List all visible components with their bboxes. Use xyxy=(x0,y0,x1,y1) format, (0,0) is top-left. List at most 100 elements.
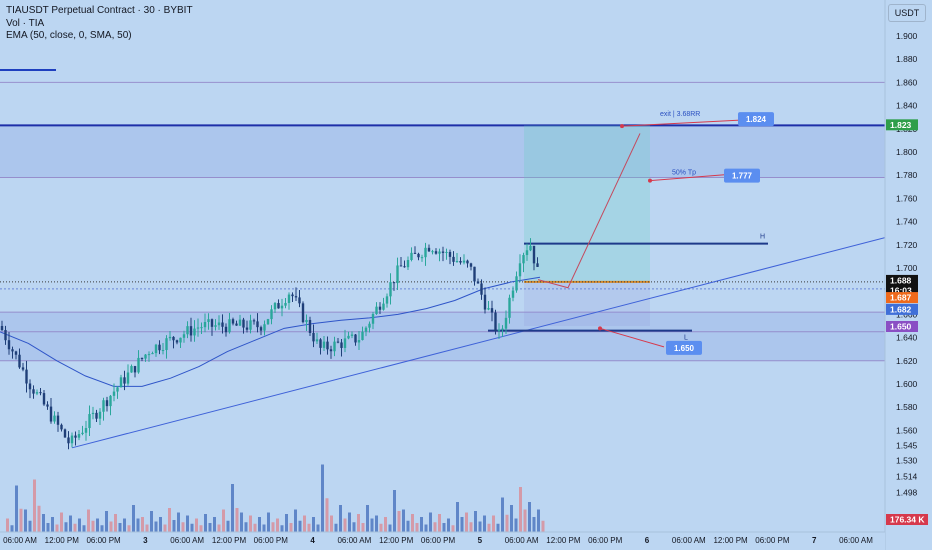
volume-bar xyxy=(285,514,288,532)
candle-body xyxy=(217,322,221,326)
candle-body xyxy=(119,377,123,388)
candle-body xyxy=(336,341,340,343)
price-tick-label: 1.840 xyxy=(896,101,918,111)
volume-bar xyxy=(438,514,441,532)
volume-bar xyxy=(420,517,423,532)
volume-bar xyxy=(267,512,270,532)
volume-bar xyxy=(303,515,306,532)
candle-body xyxy=(315,339,319,342)
candle-body xyxy=(518,263,522,277)
volume-bar xyxy=(312,517,315,532)
volume-bar xyxy=(240,512,243,532)
volume-bar xyxy=(406,520,410,532)
candle-body xyxy=(455,261,459,263)
currency-button[interactable]: USDT xyxy=(888,4,926,22)
candle-body xyxy=(242,319,245,328)
volume-bar xyxy=(541,520,545,532)
candle-body xyxy=(371,314,375,324)
candle-body xyxy=(277,303,280,309)
candle-body xyxy=(305,319,308,323)
volume-bar xyxy=(298,520,302,532)
candle-body xyxy=(532,245,536,264)
volume-bar xyxy=(51,517,54,532)
price-tick-label: 1.545 xyxy=(896,440,918,450)
candle-body xyxy=(256,321,259,328)
axis-price-label xyxy=(886,514,928,525)
price-tick-label: 1.640 xyxy=(896,333,918,343)
candle-body xyxy=(301,303,305,323)
volume-bar xyxy=(325,498,329,532)
ema-indicator-label[interactable]: EMA (50, close, 0, SMA, 50) xyxy=(6,30,132,41)
volume-bar xyxy=(100,525,104,532)
price-tick-label: 1.620 xyxy=(896,356,918,366)
price-tick-label: 1.900 xyxy=(896,31,918,41)
time-tick-label: 06:00 PM xyxy=(254,536,289,545)
volume-bar xyxy=(271,522,275,532)
candle-body xyxy=(95,412,98,419)
candle-body xyxy=(497,329,501,331)
low-annotation-value-text: 1.650 xyxy=(674,344,695,353)
symbol-title[interactable]: TIAUSDT Perpetual Contract · 30 · BYBIT xyxy=(6,5,193,16)
volume-bar xyxy=(172,520,176,532)
time-tick-label: 06:00 AM xyxy=(337,536,371,545)
candle-body xyxy=(98,411,102,419)
volume-bar xyxy=(411,514,414,532)
candle-body xyxy=(46,404,49,407)
price-tick-label: 1.860 xyxy=(896,77,918,87)
candle-body xyxy=(81,432,84,435)
candle-body xyxy=(200,327,203,329)
candle-body xyxy=(417,253,420,258)
volume-bar xyxy=(24,509,27,532)
volume-bar xyxy=(190,523,194,532)
volume-bar xyxy=(82,525,86,532)
price-tick-label: 1.780 xyxy=(896,170,918,180)
plot-background xyxy=(0,0,885,532)
axis-price-label-text: 1.823 xyxy=(890,120,912,130)
time-tick-label: 12:00 PM xyxy=(546,536,581,545)
candle-body xyxy=(193,328,196,336)
time-tick-label: 06:00 PM xyxy=(588,536,623,545)
candle-body xyxy=(25,369,28,384)
volume-bar xyxy=(55,524,59,532)
candle-body xyxy=(228,319,231,333)
candle-body xyxy=(308,319,312,333)
candle-body xyxy=(249,320,252,330)
candle-body xyxy=(368,323,371,328)
price-tick-label: 1.700 xyxy=(896,263,918,273)
volume-bar xyxy=(496,523,500,532)
candle-body xyxy=(252,320,256,322)
candle-body xyxy=(364,327,368,332)
time-tick-label: 06:00 AM xyxy=(672,536,706,545)
candle-body xyxy=(385,296,389,304)
volume-bar xyxy=(397,511,401,532)
axis-price-label-text: 16:03 xyxy=(890,285,912,295)
candle-body xyxy=(529,245,532,251)
candle-body xyxy=(340,342,343,348)
volume-bar xyxy=(15,485,18,532)
candle-body xyxy=(410,252,413,260)
volume-bar xyxy=(384,517,387,532)
candle-body xyxy=(77,434,81,438)
volume-bar xyxy=(370,518,374,532)
volume-indicator-label[interactable]: Vol · TIA xyxy=(6,17,45,29)
candle-body xyxy=(186,326,189,335)
volume-bar xyxy=(316,524,320,532)
price-tick-label: 1.760 xyxy=(896,193,918,203)
candle-body xyxy=(438,251,441,254)
candle-body xyxy=(49,406,53,422)
candle-body xyxy=(56,415,60,425)
candle-body xyxy=(74,435,77,438)
volume-bar xyxy=(519,487,522,532)
volume-bar xyxy=(393,490,396,532)
candle-body xyxy=(238,319,242,326)
volume-bar xyxy=(447,518,450,532)
candle-body xyxy=(406,259,410,268)
candle-body xyxy=(480,283,483,295)
volume-bar xyxy=(366,505,369,532)
candle-body xyxy=(53,415,56,422)
volume-bar xyxy=(262,524,266,532)
candle-body xyxy=(291,294,294,297)
volume-bar xyxy=(181,522,185,532)
time-tick-label: 4 xyxy=(310,536,315,545)
